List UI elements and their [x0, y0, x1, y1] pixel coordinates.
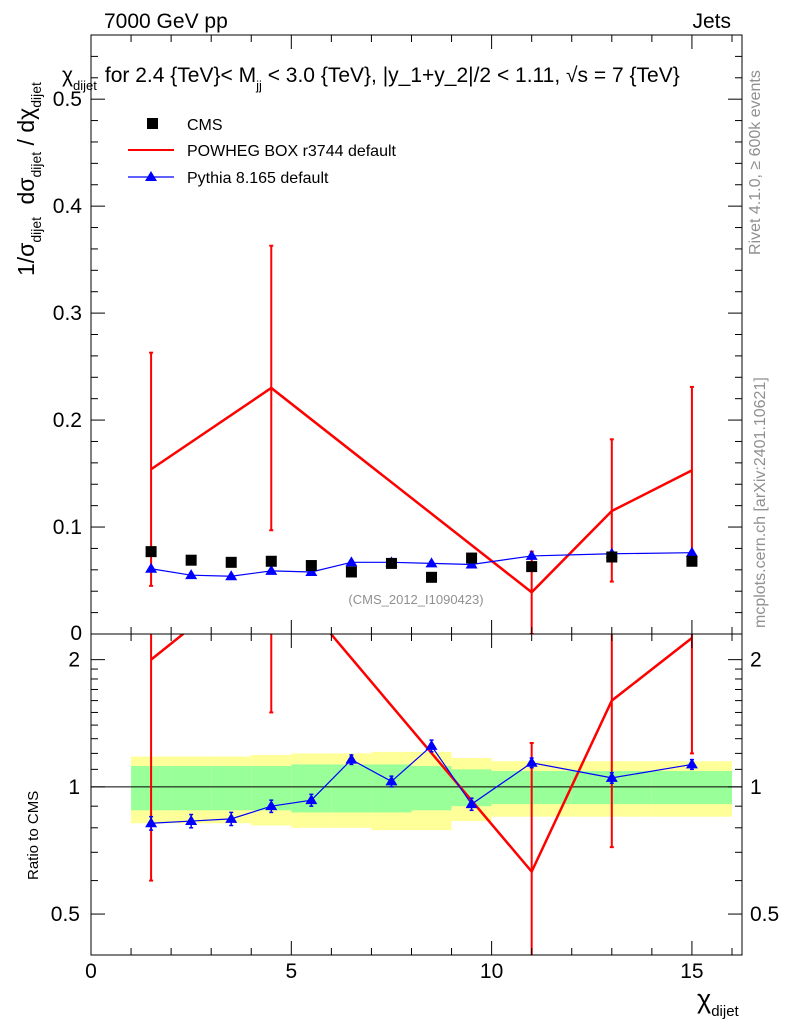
cms-point-9	[526, 561, 538, 573]
legend-cms-label: CMS	[187, 117, 223, 134]
cms-point-10	[606, 551, 618, 563]
cms-point-6	[385, 557, 397, 569]
analysis-watermark: (CMS_2012_I1090423)	[348, 592, 483, 607]
xlabel-sub: dijet	[711, 1003, 739, 1020]
pythia-point-0	[145, 562, 158, 573]
legend-pythia-label: Pythia 8.165 default	[187, 170, 329, 187]
ratio-ytick-label-right-0: 0.5	[750, 903, 779, 926]
main-ytick-label-1: 0.1	[53, 516, 82, 539]
xlabel-chi: χ	[697, 984, 711, 1014]
ratio-ytick-label-left-1: 1	[68, 776, 80, 799]
title-root: √s	[566, 64, 588, 87]
xlabel: χdijet	[697, 984, 740, 1020]
xtick-label-2: 10	[480, 960, 503, 983]
ratio-ytick-label-left-0: 0.5	[51, 903, 80, 926]
pythia-ratio-point-3	[265, 800, 278, 811]
pythia-point-2	[225, 570, 238, 581]
pythia-ratio-point-10	[605, 771, 618, 782]
title-chi: χ	[62, 64, 73, 87]
legend-powheg-label: POWHEG BOX r3744 default	[187, 143, 397, 160]
title-sub: jj	[255, 78, 262, 93]
band-inner-7	[411, 766, 452, 811]
pythia-ratio-point-1	[185, 815, 198, 826]
title-end: = 7 {TeV}	[588, 64, 680, 87]
side-label-mcplots: mcplots.cern.ch [arXiv:2401.10621]	[752, 377, 769, 628]
cms-point-11	[686, 555, 698, 567]
ylabel-part-b-sub: dijet	[28, 152, 44, 178]
legend-cms-marker	[147, 118, 158, 129]
pythia-ratio-point-5	[345, 753, 358, 764]
header-process-label: Jets	[692, 10, 731, 33]
main-panel	[145, 244, 698, 634]
pythia-ratio-point-9	[525, 756, 538, 767]
cms-point-4	[305, 560, 317, 572]
title-chi-sub: dijet	[73, 78, 97, 93]
ylabel-part-c-sub: dijet	[28, 82, 44, 108]
main-ytick-label-5: 0.5	[53, 88, 82, 111]
main-ytick-label-2: 0.2	[53, 409, 82, 432]
ratio-ylabel: Ratio to CMS	[25, 791, 42, 880]
ylabel-part-a-sub: dijet	[28, 217, 44, 243]
pythia-ratio-line	[151, 745, 693, 824]
axes: 0 5 10 15 0 0.1 0.2 0.3 0.4 0.5 0.5 0.5 1 1 2 2	[51, 34, 779, 983]
cms-point-0	[145, 546, 157, 558]
band-inner-11	[651, 771, 732, 805]
ratio-panel	[145, 634, 698, 955]
cms-point-1	[185, 554, 197, 566]
main-ytick-label-0: 0	[70, 622, 82, 645]
ylabel-part-b: dσ	[13, 178, 39, 211]
xtick-label-1: 5	[285, 960, 297, 983]
pythia-point-9	[525, 549, 538, 560]
header-energy-label: 7000 GeV pp	[104, 10, 228, 33]
cms-point-2	[225, 556, 237, 568]
title-main: for 2.4 {TeV}< M	[105, 64, 256, 87]
pythia-point-3	[265, 564, 278, 575]
side-label-rivet: Rivet 4.1.0, ≥ 600k events	[747, 70, 764, 255]
ratio-ytick-label-right-2: 2	[750, 649, 762, 672]
pythia-point-1	[185, 569, 198, 580]
pythia-ratio-point-4	[305, 794, 318, 805]
cms-point-8	[466, 552, 478, 564]
band-inner-5	[331, 764, 372, 813]
xtick-label-0: 0	[85, 960, 97, 983]
ratio-ytick-label-right-1: 1	[750, 776, 762, 799]
pythia-ratio-point-11	[685, 758, 698, 769]
pythia-ratio-point-2	[225, 812, 238, 823]
pythia-point-5	[345, 556, 358, 567]
main-ytick-label-4: 0.4	[53, 195, 83, 218]
ratio-uncertainty-bands	[91, 751, 742, 831]
main-ytick-label-3: 0.3	[53, 302, 82, 325]
cms-point-3	[265, 555, 277, 567]
pythia-ratio-point-6	[385, 775, 398, 786]
ylabel-part-c: / dχ	[13, 108, 39, 152]
plot-title: χdijet for 2.4 {TeV}< Mjj < 3.0 {TeV}, |y…	[62, 64, 680, 93]
cms-point-5	[345, 566, 357, 578]
pythia-ratio-point-7	[425, 739, 438, 750]
pythia-point-11	[685, 546, 698, 557]
cms-point-7	[426, 571, 438, 583]
pythia-ratio-point-8	[465, 798, 478, 809]
main-ylabel: 1/σdijet dσdijet / dχdijet	[13, 82, 44, 276]
ylabel-part-a: 1/σ	[13, 243, 39, 276]
legend: CMS POWHEG BOX r3744 default Pythia 8.16…	[128, 117, 397, 187]
ratio-frame	[90, 633, 743, 956]
band-inner-2	[211, 766, 252, 811]
ratio-ytick-label-left-2: 2	[68, 649, 80, 672]
title-rest: < 3.0 {TeV}, |y_1+y_2|/2 < 1.11,	[262, 64, 566, 87]
legend-pythia-marker	[145, 171, 157, 181]
band-inner-6	[371, 764, 412, 813]
band-inner-1	[171, 766, 212, 811]
pythia-point-7	[425, 557, 438, 568]
pythia-line	[150, 552, 692, 577]
pythia-ratio-point-0	[145, 817, 158, 828]
xtick-label-3: 15	[680, 960, 703, 983]
